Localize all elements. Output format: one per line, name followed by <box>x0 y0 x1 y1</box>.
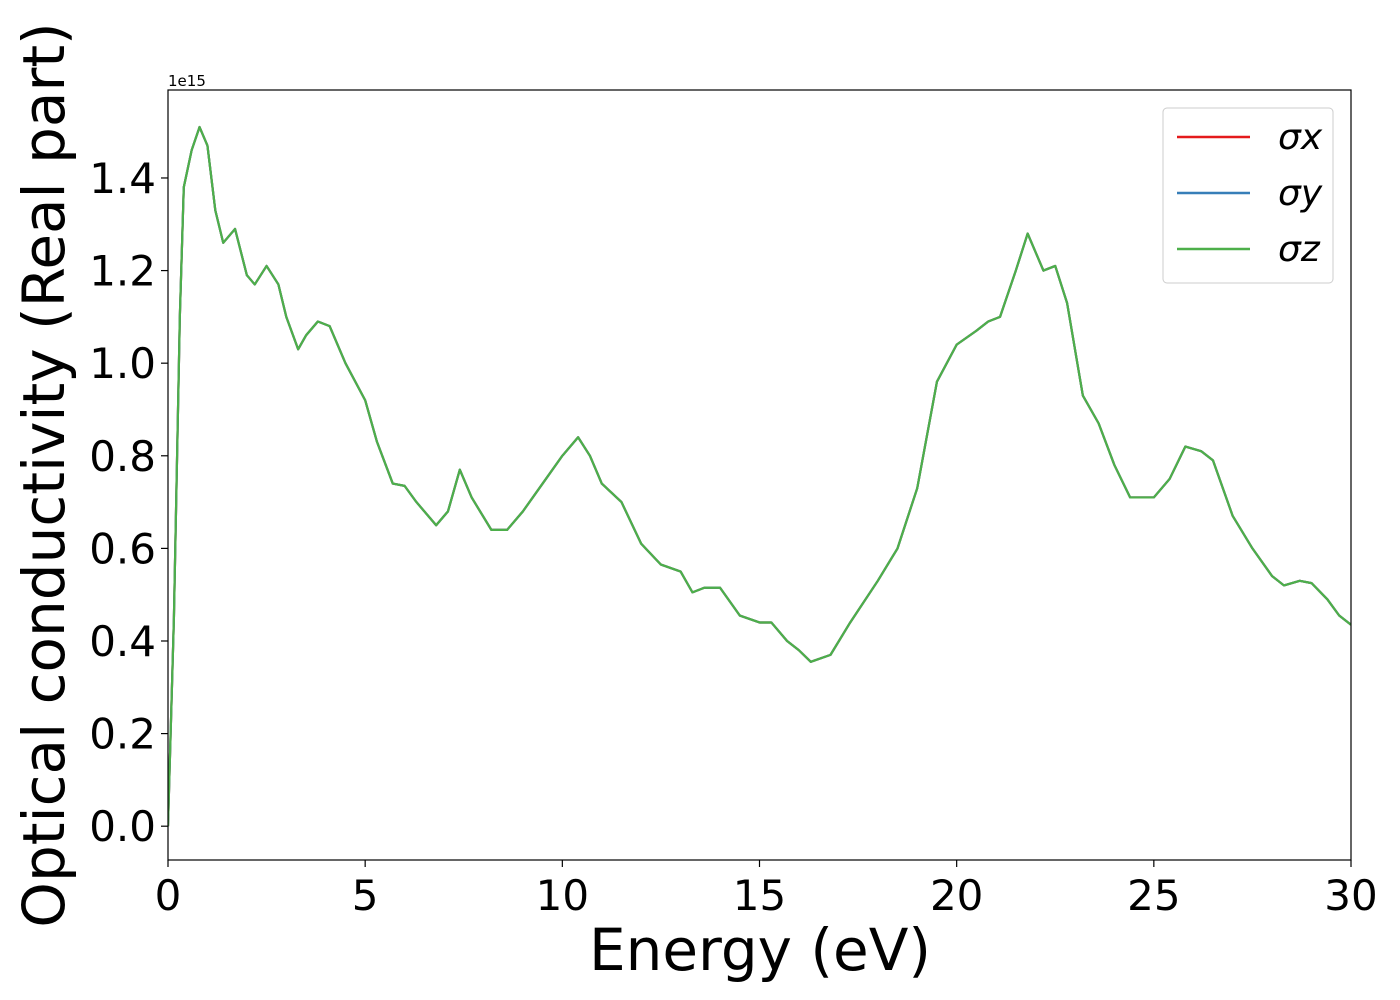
y-axis-label: Optical conductivity (Real part) <box>10 22 78 927</box>
x-axis-label: Energy (eV) <box>589 916 931 984</box>
x-tick-label: 20 <box>930 871 983 920</box>
x-tick-label: 15 <box>733 871 786 920</box>
x-tick-label: 5 <box>352 871 379 920</box>
legend-label: σx <box>1278 117 1323 158</box>
y-tick-label: 0.0 <box>89 802 156 851</box>
y-tick-label: 1.0 <box>89 339 156 388</box>
legend-label: σy <box>1278 173 1323 214</box>
plot-frame <box>167 89 1352 861</box>
x-tick-label: 10 <box>536 871 589 920</box>
series-line <box>168 125 1351 827</box>
legend-box <box>1162 107 1334 284</box>
y-offset-label: 1e15 <box>168 72 206 90</box>
y-tick-label: 0.6 <box>89 524 156 573</box>
x-tick-label: 25 <box>1127 871 1180 920</box>
y-tick-label: 1.2 <box>89 247 156 296</box>
legend-label: σz <box>1278 229 1321 270</box>
y-tick-label: 0.8 <box>89 432 156 481</box>
y-tick-label: 1.4 <box>89 154 156 203</box>
x-tick-label: 30 <box>1324 871 1377 920</box>
y-tick-label: 0.4 <box>89 617 156 666</box>
x-tick-label: 0 <box>155 871 182 920</box>
y-tick-label: 0.2 <box>89 710 156 759</box>
